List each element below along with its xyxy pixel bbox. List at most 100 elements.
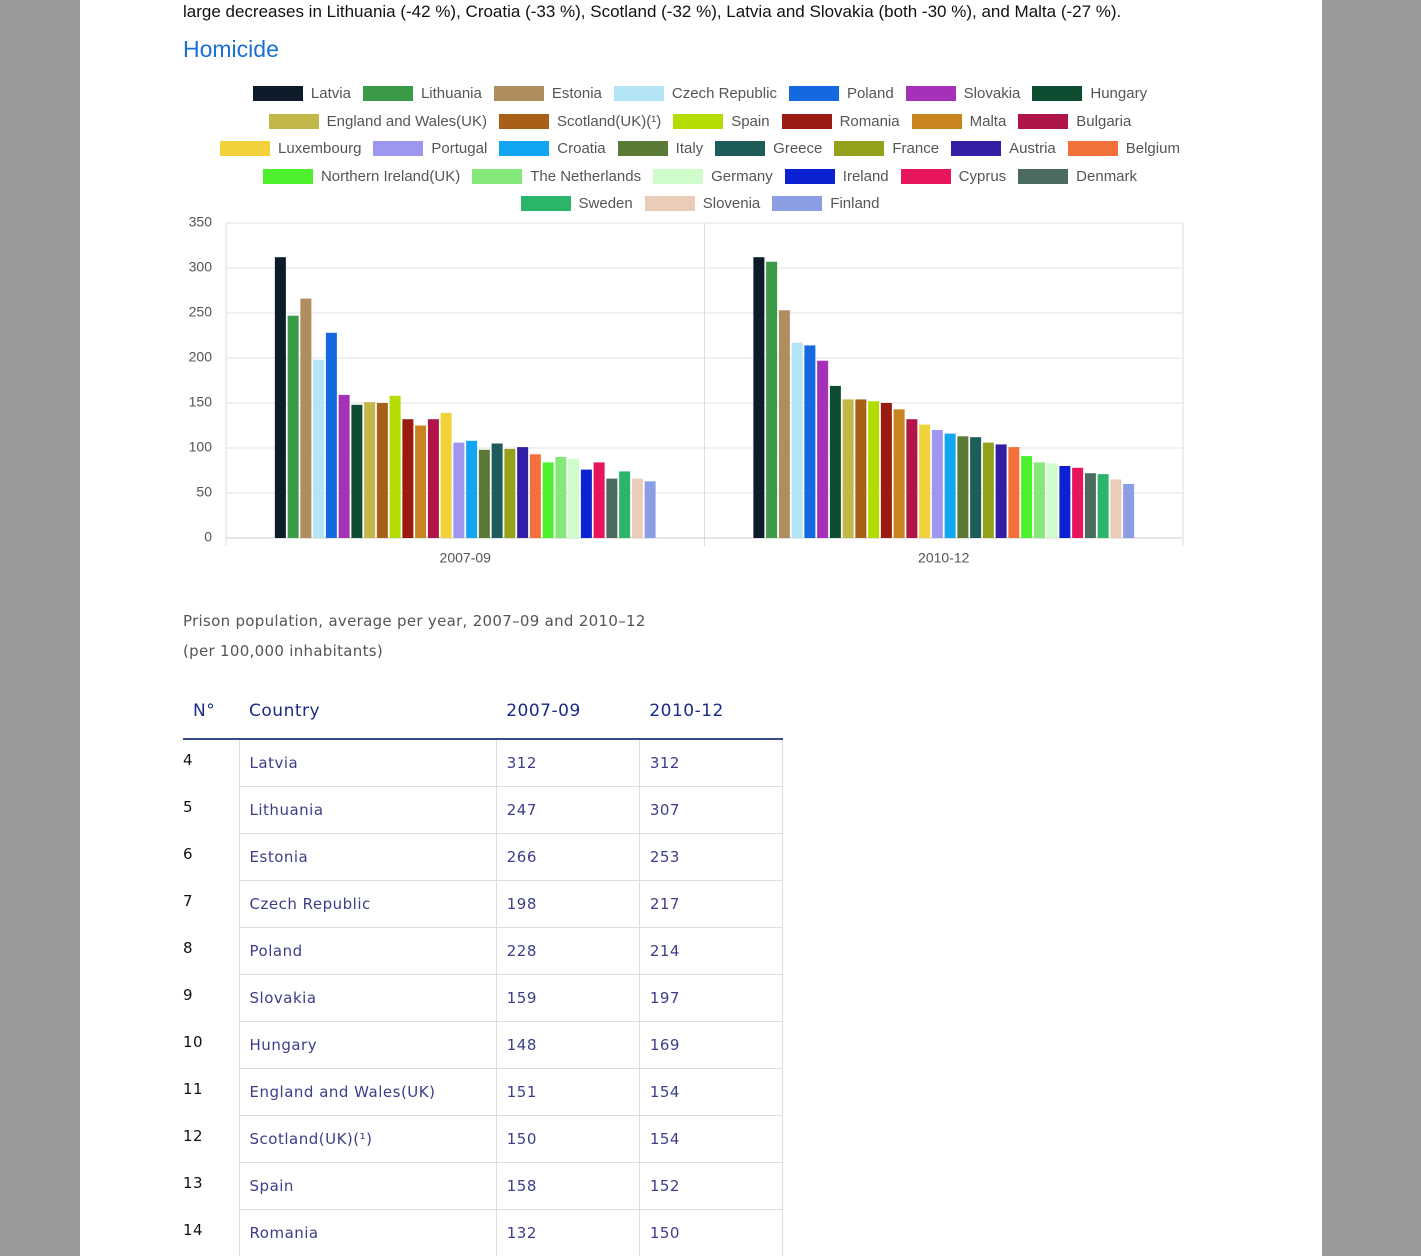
bar: [817, 360, 829, 538]
legend-item: England and Wales(UK): [268, 108, 487, 136]
bar: [491, 443, 503, 538]
table-cell: 312: [638, 738, 784, 787]
bar: [829, 385, 841, 538]
table-cell: Estonia: [238, 833, 497, 881]
bar: [555, 457, 567, 538]
legend-label: Finland: [830, 195, 880, 213]
legend-swatch: [911, 113, 962, 129]
bar: [944, 433, 956, 538]
bar: [880, 403, 892, 538]
bar: [1084, 473, 1096, 538]
column-header: 2010-12: [639, 684, 783, 740]
table-cell: 217: [638, 880, 784, 928]
legend-item: Greece: [715, 135, 822, 163]
bar: [619, 471, 631, 538]
legend-label: Estonia: [551, 85, 602, 103]
row-number: 7: [183, 880, 240, 928]
legend-swatch: [252, 86, 303, 102]
table-cell: 150: [495, 1115, 640, 1163]
legend-swatch: [900, 168, 951, 184]
legend-label: Germany: [711, 167, 773, 185]
table-cell: 150: [638, 1209, 784, 1256]
bar: [970, 437, 982, 538]
bar: [542, 462, 554, 538]
bar: [313, 359, 325, 538]
legend-label: Scotland(UK)(¹): [557, 112, 662, 130]
bar: [766, 261, 778, 538]
bar: [517, 447, 529, 538]
legend-label: Cyprus: [958, 167, 1007, 185]
x-tick-label: 2007-09: [440, 550, 492, 566]
bar: [791, 342, 803, 538]
bar: [351, 404, 363, 538]
legend-swatch: [373, 141, 424, 157]
legend-item: Luxembourg: [220, 135, 361, 163]
bar: [338, 394, 350, 538]
legend-label: Sweden: [578, 195, 633, 213]
table-cell: England and Wales(UK): [238, 1068, 497, 1116]
bar: [440, 412, 452, 538]
bar: [1021, 456, 1033, 538]
legend-item: Sweden: [520, 190, 633, 218]
table-cell: 253: [638, 833, 784, 881]
bar: [842, 399, 854, 538]
legend-swatch: [772, 196, 823, 212]
table-row: 8 Poland 228 214: [183, 927, 784, 975]
column-header: Country: [239, 684, 497, 740]
y-tick-label: 200: [189, 349, 213, 365]
row-number: 10: [183, 1021, 240, 1069]
table-caption: Prison population, average per year, 200…: [183, 612, 646, 630]
page: large decreases in Lithuania (-42 %), Cr…: [80, 0, 1322, 1256]
legend-swatch: [499, 113, 550, 129]
table-cell: 132: [495, 1209, 640, 1256]
legend-item: Bulgaria: [1018, 108, 1131, 136]
legend-swatch: [362, 86, 413, 102]
row-number: 9: [183, 974, 240, 1022]
legend-swatch: [905, 86, 956, 102]
column-header: 2007-09: [496, 684, 640, 740]
table-cell: 154: [638, 1068, 784, 1116]
bar: [389, 395, 401, 538]
legend-item: Spain: [673, 108, 770, 136]
row-number: 12: [183, 1115, 240, 1163]
table-row: 7 Czech Republic 198 217: [183, 880, 784, 928]
bar: [1046, 463, 1058, 538]
bar: [1008, 447, 1020, 538]
legend: Latvia Lithuania Estonia Czech Republic Pola…: [200, 80, 1200, 218]
legend-label: Ireland: [842, 167, 889, 185]
bar: [982, 442, 994, 538]
bar: [504, 448, 516, 538]
legend-item: Hungary: [1032, 80, 1147, 108]
bar: [1110, 479, 1122, 538]
table-cell: Slovakia: [238, 974, 497, 1022]
bar: [478, 449, 490, 538]
legend-item: Poland: [788, 80, 894, 108]
table-caption-note: (per 100,000 inhabitants): [183, 642, 384, 660]
table-cell: 159: [495, 974, 640, 1022]
legend-item: Lithuania: [362, 80, 482, 108]
legend-swatch: [715, 141, 766, 157]
table-cell: Scotland(UK)(¹): [238, 1115, 497, 1163]
legend-label: Italy: [675, 140, 704, 158]
legend-swatch: [472, 168, 523, 184]
bar: [1033, 462, 1045, 538]
bar: [364, 402, 376, 538]
legend-label: Slovenia: [702, 195, 761, 213]
table-row: 6 Estonia 266 253: [183, 833, 784, 881]
data-table: N° Country 2007-09 2010-12 4 Latvia 312 312 5 Lit…: [183, 684, 784, 1256]
bar: [453, 442, 465, 538]
legend-label: Croatia: [557, 140, 606, 158]
legend-item: The Netherlands: [472, 163, 641, 191]
table-cell: 247: [495, 786, 640, 834]
table-cell: 198: [495, 880, 640, 928]
y-tick-label: 150: [189, 394, 213, 410]
bar: [593, 462, 605, 538]
table-cell: Spain: [238, 1162, 497, 1210]
legend-swatch: [493, 86, 544, 102]
table-cell: Latvia: [238, 738, 497, 787]
legend-swatch: [653, 168, 704, 184]
bar: [778, 310, 790, 538]
bar: [906, 419, 918, 538]
legend-label: Portugal: [431, 140, 488, 158]
row-number: 11: [183, 1068, 240, 1116]
